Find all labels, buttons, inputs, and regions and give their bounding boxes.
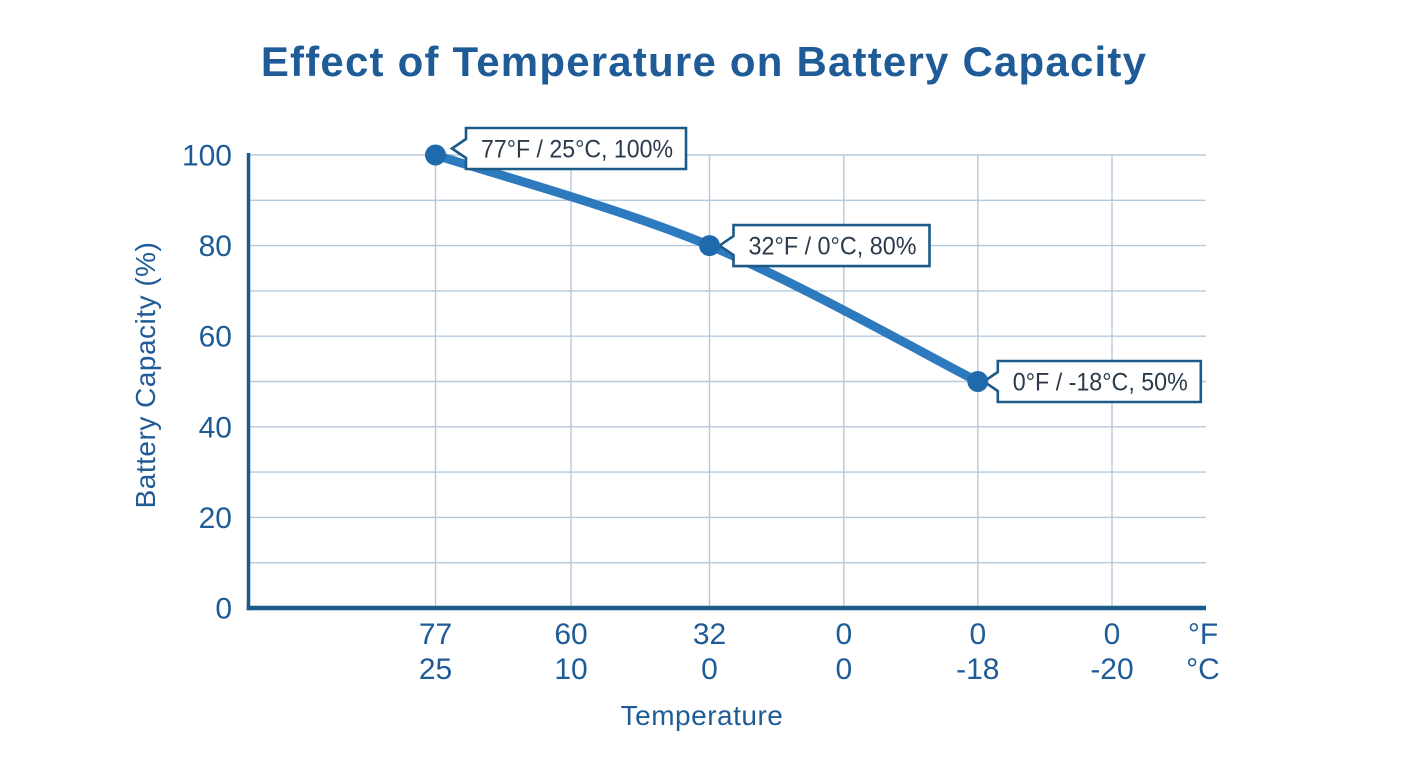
x-axis-unit-celsius: °C — [1186, 653, 1220, 686]
x-tick-label-fahrenheit: 77 — [419, 618, 452, 651]
x-axis-unit-fahrenheit: °F — [1188, 618, 1218, 651]
y-tick-label: 40 — [199, 411, 232, 444]
callouts-layer: 77°F / 25°C, 100% 32°F / 0°C, 80% 0°F / -1… — [449, 126, 1203, 404]
x-tick-label-fahrenheit: 0 — [969, 618, 986, 651]
x-tick-label-fahrenheit: 0 — [1104, 618, 1121, 651]
x-tick-label-celsius: -20 — [1090, 653, 1133, 686]
x-tick-label-celsius: 25 — [419, 653, 452, 686]
x-axis-title: Temperature — [620, 700, 784, 731]
y-tick-label: 100 — [182, 140, 232, 173]
callout-label: 0°F / -18°C, 50% — [1013, 369, 1188, 397]
x-tick-label-celsius: 10 — [554, 653, 587, 686]
data-point-callout — [717, 223, 931, 268]
x-tick-label-celsius: 0 — [701, 653, 718, 686]
x-tick-label-fahrenheit: 60 — [554, 618, 587, 651]
gridlines-layer — [248, 154, 1206, 609]
x-tick-label-fahrenheit: 32 — [693, 618, 726, 651]
axes-layer — [246, 153, 1206, 611]
x-tick-label-fahrenheit: 0 — [835, 618, 852, 651]
markers-layer — [425, 144, 989, 392]
chart-title: Effect of Temperature on Battery Capacit… — [260, 38, 1148, 85]
y-tick-label: 0 — [215, 593, 232, 626]
data-point-callout — [981, 359, 1203, 404]
y-tick-label: 80 — [199, 230, 232, 263]
data-point-callout — [449, 126, 688, 171]
callout-label: 77°F / 25°C, 100% — [481, 136, 673, 164]
data-point-marker — [425, 144, 446, 166]
data-point-marker — [699, 235, 720, 257]
callout-label: 32°F / 0°C, 80% — [749, 233, 917, 261]
y-tick-label: 60 — [199, 321, 232, 354]
capacity-curve — [431, 150, 983, 386]
x-tick-label-celsius: 0 — [835, 653, 852, 686]
data-point-marker — [967, 371, 989, 392]
series-layer — [431, 150, 983, 386]
y-tick-label: 20 — [199, 502, 232, 535]
x-tick-label-celsius: -18 — [956, 653, 999, 686]
